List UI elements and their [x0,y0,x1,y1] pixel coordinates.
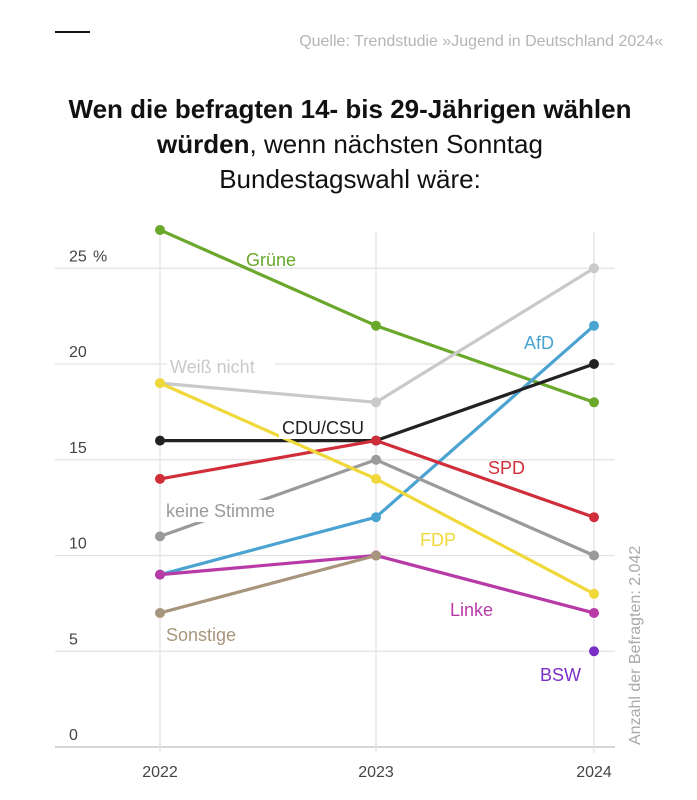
data-point-keine-stimme [155,531,165,542]
x-tick-label: 2023 [358,764,394,781]
y-unit-label: % [93,248,107,265]
data-point-cdu-csu [589,359,599,369]
data-point-sonstige [371,550,381,561]
data-point-grüne [589,397,599,408]
series-label-fdp: FDP [420,530,456,550]
source-note: Quelle: Trendstudie »Jugend in Deutschla… [299,33,663,50]
series-points [155,224,599,657]
y-tick-label: 5 [69,631,78,648]
axis-labels: 0 5 10 15 20 25 % 2022 2023 2024 [69,248,612,781]
respondent-count: Anzahl der Befragten: 2.042 [627,546,644,745]
data-point-linke [589,607,599,618]
chart-title-line3: Bundestagswahl wäre: [219,164,481,194]
data-point-fdp [371,473,381,484]
data-point-grüne [371,320,381,331]
data-point-keine-stimme [589,550,599,561]
series-label-grüne: Grüne [246,250,296,270]
series-label-linke: Linke [450,600,493,620]
data-point-grüne [155,224,165,235]
top-rule [55,31,90,33]
series-label-weiß-nicht: Weiß nicht [170,357,255,377]
data-point-weiß-nicht [589,263,599,274]
x-tick-label: 2024 [576,764,612,781]
y-tick-label: 20 [69,344,87,361]
series-label-bsw: BSW [540,665,581,685]
series-line-fdp [158,381,596,596]
series-line-linke [158,553,596,615]
data-point-spd [371,435,381,446]
data-point-sonstige [155,607,165,618]
label-bg-weiß-nicht [167,356,275,378]
series-line-sonstige [158,553,378,615]
label-bg-cdu-csu [279,417,357,439]
data-point-fdp [155,378,165,389]
y-tick-label: 25 [69,248,87,265]
data-point-weiß-nicht [371,397,381,408]
data-point-spd [155,473,165,484]
series-labels: Grüne Weiß nicht AfD CDU/CSU SPD keine Stimme… [163,250,581,685]
series-label-spd: SPD [488,458,525,478]
data-point-spd [589,512,599,523]
y-tick-label: 0 [69,727,78,744]
data-point-keine-stimme [371,454,381,465]
data-point-linke [155,569,165,580]
chart-title-bold: Wen die befragten 14- bis 29-Jährigen wä… [68,94,632,159]
y-tick-label: 15 [69,440,87,457]
series-label-afd: AfD [524,333,554,353]
data-point-fdp [589,588,599,599]
data-point-afd [371,512,381,523]
data-point-cdu-csu [155,435,165,446]
grid [55,232,615,753]
chart-title: Wen die befragten 14- bis 29-Jährigen wä… [50,92,650,197]
data-point-bsw [589,646,599,657]
chart-title-rest: , wenn nächsten Sonntag [249,129,543,159]
x-tick-label: 2022 [142,764,178,781]
data-point-afd [589,320,599,331]
label-bg-sonstige [163,624,251,646]
label-bg-keine-stimme [163,500,292,522]
series-label-cdu-csu: CDU/CSU [282,418,364,438]
y-tick-label: 10 [69,536,87,553]
series-label-sonstige: Sonstige [166,625,236,645]
series-label-keine-stimme: keine Stimme [166,501,275,521]
